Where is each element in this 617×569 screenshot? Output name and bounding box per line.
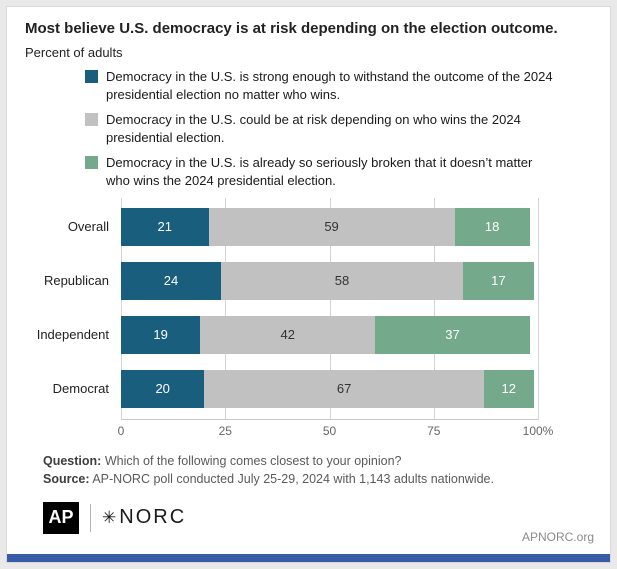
x-tick-label: 25 [218,423,232,438]
category-label: Democrat [52,381,109,397]
category-label: Overall [67,219,109,235]
source-text: AP-NORC poll conducted July 25-29, 2024 … [89,471,494,486]
x-tick-label: 50 [322,423,337,438]
apnorc-org-link[interactable]: APNORC.org [521,530,594,544]
category-label: Independent [36,327,109,343]
bar-segment: 59 [208,207,455,246]
chart-subtitle: Percent of adults [25,45,123,61]
legend-swatch-green [85,156,98,170]
category-label: Republican [43,273,109,289]
bar-segment: 18 [454,207,530,246]
footer-logos: AP ✳ NORC [43,501,574,534]
bar-segment: 67 [204,369,484,408]
x-axis-line [121,418,538,420]
bar-track: 20 67 12 [121,369,538,408]
logo-divider [90,503,91,532]
chart-rows: Overall 21 59 18 Republican 24 58 17 Independent… [25,207,538,408]
legend-entry: Democracy in the U.S. is already so seri… [85,154,592,189]
chart-row: Republican 24 58 17 [25,261,538,300]
gridline [225,197,227,420]
norc-wordmark: NORC [119,506,187,529]
chart-card: Most believe U.S. democracy is at risk d… [6,6,611,563]
page-title: Most believe U.S. democracy is at risk d… [25,20,558,37]
norc-logo: ✳ NORC [102,506,186,529]
bar-track: 24 58 17 [121,261,538,300]
bar-segment: 42 [200,315,376,354]
legend-swatch-gray [85,113,98,127]
bar-segment: 37 [375,315,530,354]
x-tick-label: 0 [117,423,125,438]
question-note: Question: Which of the following comes c… [43,452,574,470]
legend-label: Democracy in the U.S. is already so seri… [106,155,533,188]
source-label: Source: [43,471,90,486]
legend-entry: Democracy in the U.S. could be at risk d… [85,111,592,146]
chart-notes: Question: Which of the following comes c… [43,452,574,488]
gridline [433,197,435,420]
chart-row: Democrat 20 67 12 [25,369,538,408]
stacked-bar-chart: Overall 21 59 18 Republican 24 58 17 Independent… [25,197,554,442]
legend: Democracy in the U.S. is strong enough t… [85,68,592,189]
bar-segment: 19 [121,315,201,354]
bar-segment: 17 [462,261,534,300]
gridline [538,197,539,420]
bar-segment: 24 [121,261,222,300]
x-tick-label: 100% [522,423,554,438]
legend-entry: Democracy in the U.S. is strong enough t… [85,68,592,103]
source-note: Source: AP-NORC poll conducted July 25-2… [43,470,574,488]
question-text: Which of the following comes closest to … [101,453,402,468]
ap-logo: AP [43,501,79,534]
x-axis: 0 25 50 75 100% [117,420,554,442]
brand-strip [7,554,610,562]
legend-label: Democracy in the U.S. is strong enough t… [106,69,553,102]
bar-track: 21 59 18 [121,207,538,246]
gridline [329,197,331,420]
chart-row: Independent 19 42 37 [25,315,538,354]
bar-track: 19 42 37 [121,315,538,354]
gridlines [121,197,539,420]
question-label: Question: [43,453,102,468]
bar-segment: 58 [221,261,463,300]
plot-region: Overall 21 59 18 Republican 24 58 17 Independent… [25,197,539,420]
norc-star-icon: ✳ [102,507,117,528]
bar-segment: 12 [483,369,534,408]
chart-row: Overall 21 59 18 [25,207,538,246]
bar-segment: 20 [121,369,205,408]
legend-swatch-blue [85,70,98,84]
bar-segment: 21 [121,207,209,246]
gridline [121,197,122,420]
legend-label: Democracy in the U.S. could be at risk d… [106,112,521,145]
x-tick-label: 75 [427,423,441,438]
